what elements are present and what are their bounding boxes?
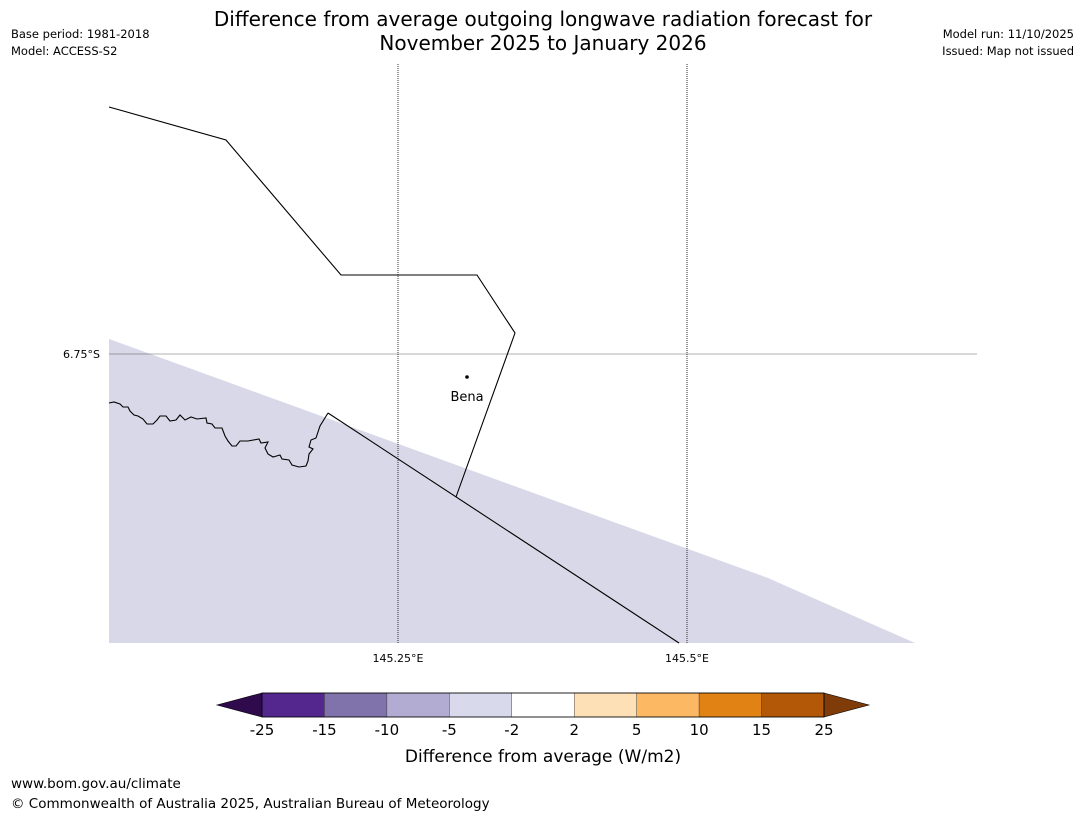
colorbar-bin: [636, 692, 700, 718]
longitude-label-1: 145.25°E: [373, 652, 424, 665]
colorbar-bin: [761, 692, 825, 718]
title-line-1: Difference from average outgoing longwav…: [213, 7, 873, 31]
title-line-2: November 2025 to January 2026: [379, 31, 707, 55]
colorbar-tick-label: -25: [250, 721, 275, 739]
colorbar-frame: [261, 692, 825, 718]
province-border-south: [327, 412, 680, 644]
colorbar-tick-label: -10: [375, 721, 400, 739]
town-marker: [465, 375, 469, 379]
colorbar-tick-label: 15: [752, 721, 771, 739]
colorbar-tick-label: 5: [632, 721, 642, 739]
header-left: Base period: 1981-2018 Model: ACCESS-S2: [11, 26, 150, 60]
colorbar-title: Difference from average (W/m2): [405, 747, 681, 767]
footer-url: www.bom.gov.au/climate: [11, 776, 181, 792]
footer: www.bom.gov.au/climate © Commonwealth of…: [11, 774, 490, 814]
province-border: [108, 106, 516, 498]
colorbar-bin: [449, 692, 512, 718]
colorbar-tick-label: -15: [312, 721, 337, 739]
issued-status: Issued: Map not issued: [942, 44, 1074, 58]
model-run: Model run: 11/10/2025: [942, 27, 1074, 41]
colorbar-bin: [511, 692, 575, 718]
longitude-label-2: 145.5°E: [665, 652, 709, 665]
colorbar-bin: [574, 692, 637, 718]
header-right: Model run: 11/10/2025 Issued: Map not is…: [942, 26, 1074, 60]
colorbar-tick-label: 10: [690, 721, 709, 739]
colorbar-tick-label: -5: [442, 721, 457, 739]
footer-copyright: © Commonwealth of Australia 2025, Austra…: [11, 796, 490, 812]
colorbar: -25 -15 -10 -5 -2 2 5 10 15 25: [215, 692, 871, 739]
page-title: Difference from average outgoing longwav…: [150, 7, 936, 55]
town-label: Bena: [450, 390, 483, 405]
latitude-label: 6.75°S: [63, 348, 100, 361]
colorbar-tick-label: 2: [569, 721, 579, 739]
model-name: Model: ACCESS-S2: [11, 44, 118, 58]
colorbar-extend-above: [823, 692, 871, 718]
colorbar-extend-below: [215, 692, 263, 718]
colorbar-tick-label: 25: [814, 721, 833, 739]
province-border-west: [108, 401, 329, 468]
colorbar-bin: [386, 692, 450, 718]
colorbar-tick-label: -2: [504, 721, 519, 739]
anomaly-shaded-region: [109, 339, 915, 643]
colorbar-bin: [698, 692, 762, 718]
colorbar-bin: [324, 692, 388, 718]
colorbar-bin: [261, 692, 325, 718]
base-period: Base period: 1981-2018: [11, 27, 150, 41]
